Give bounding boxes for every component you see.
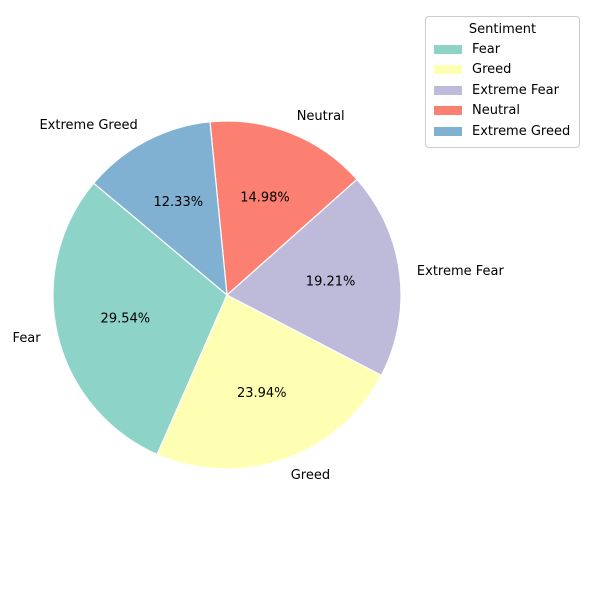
pie-slice-greed xyxy=(156,294,383,470)
pct-label-extreme-fear: 19.21% xyxy=(306,275,356,290)
legend-label-extreme-greed: Extreme Greed xyxy=(472,123,571,139)
legend-entry-extreme-fear: Extreme Fear xyxy=(426,80,579,101)
pie-slice-extreme-greed xyxy=(92,121,228,297)
legend-label-extreme-fear: Extreme Fear xyxy=(472,82,559,98)
pie-labels: 29.54% Fear 23.94% Greed 19.21% Extreme Fear 1… xyxy=(13,109,505,483)
legend-label-neutral: Neutral xyxy=(472,103,520,119)
legend-entries: Fear Greed Extreme Fear Neutral Extreme Gree… xyxy=(426,39,579,142)
pct-label-neutral: 14.98% xyxy=(240,190,290,205)
pie-slices xyxy=(52,120,402,470)
legend-swatch-greed xyxy=(434,65,462,75)
legend-label-fear: Fear xyxy=(472,41,501,57)
legend-label-greed: Greed xyxy=(472,62,512,78)
pie-slice-neutral xyxy=(209,120,358,297)
legend: Sentiment Fear Greed Extreme Fear Neutral Ex… xyxy=(425,16,580,148)
pct-label-greed: 23.94% xyxy=(237,386,287,401)
legend-entry-fear: Fear xyxy=(426,39,579,60)
category-label-extreme-fear: Extreme Fear xyxy=(417,264,505,279)
category-label-extreme-greed: Extreme Greed xyxy=(39,118,137,133)
pie-slice-extreme-fear xyxy=(225,178,402,377)
legend-swatch-extreme-fear xyxy=(434,85,462,95)
legend-entry-extreme-greed: Extreme Greed xyxy=(426,121,579,142)
category-label-greed: Greed xyxy=(291,468,330,483)
category-label-fear: Fear xyxy=(13,331,42,346)
legend-swatch-neutral xyxy=(434,106,462,116)
legend-swatch-extreme-greed xyxy=(434,126,462,136)
pct-label-fear: 29.54% xyxy=(101,311,151,326)
pie-slice-fear xyxy=(52,182,228,456)
legend-swatch-fear xyxy=(434,44,462,54)
legend-entry-greed: Greed xyxy=(426,60,579,81)
legend-entry-neutral: Neutral xyxy=(426,101,579,122)
category-label-neutral: Neutral xyxy=(297,109,345,124)
legend-title: Sentiment xyxy=(468,22,537,37)
pct-label-extreme-greed: 12.33% xyxy=(154,195,204,210)
